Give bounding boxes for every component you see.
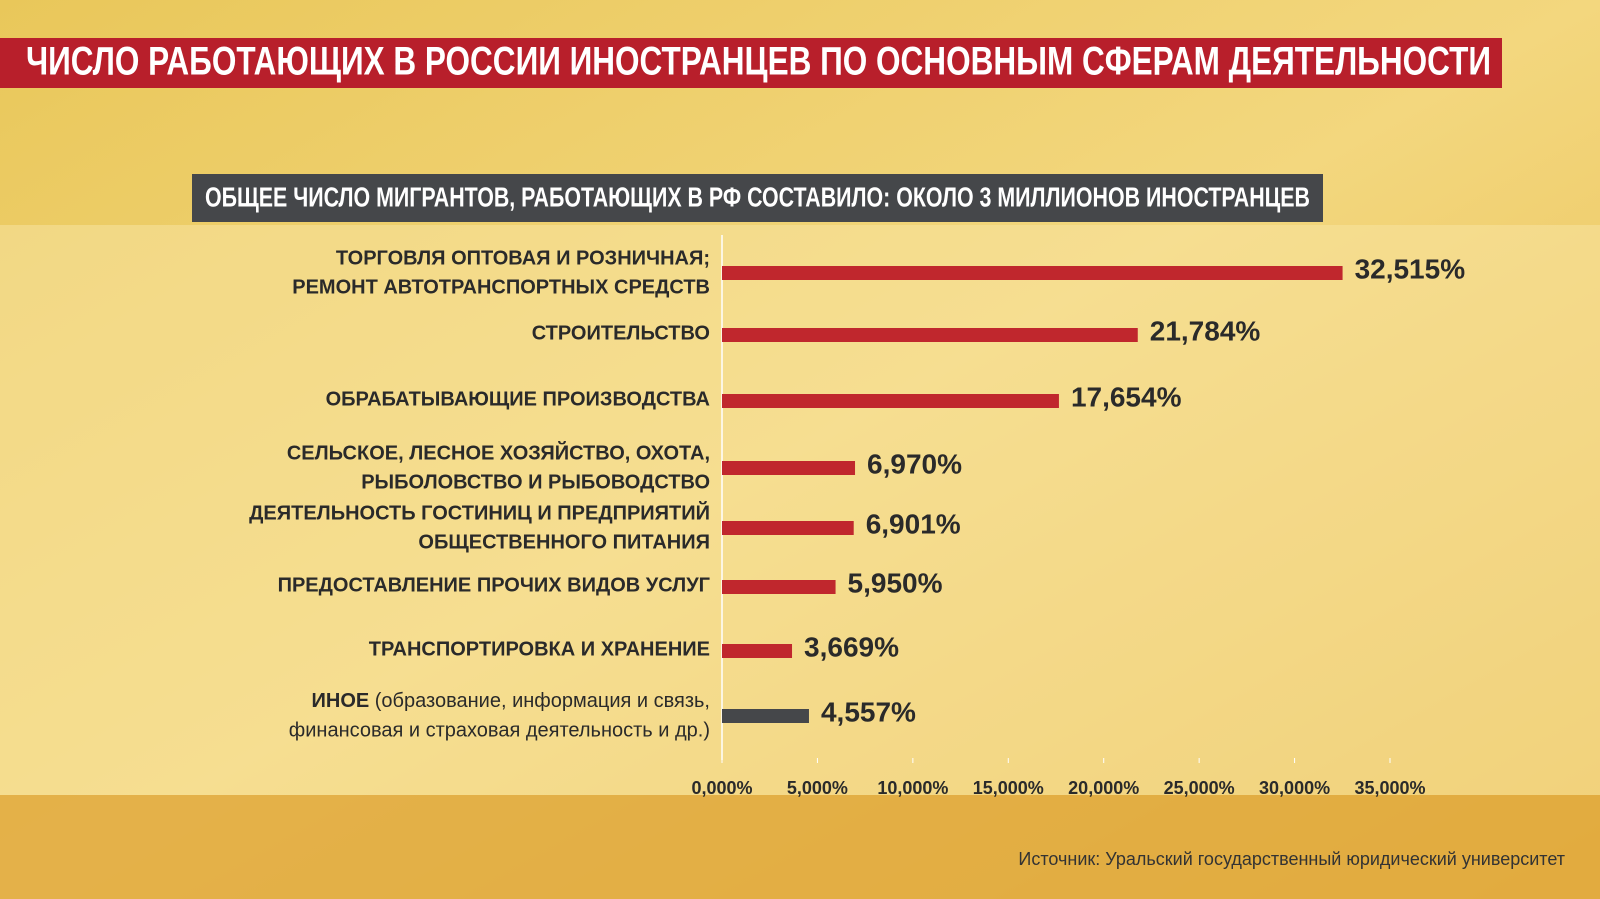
x-tick-label: 15,000% <box>973 778 1044 798</box>
bar <box>722 580 836 594</box>
category-label: ОБЩЕСТВЕННОГО ПИТАНИЯ <box>418 531 710 553</box>
category-label-part: ИНОЕ <box>312 690 370 712</box>
value-label: 4,557% <box>821 696 916 727</box>
title-band <box>0 38 1502 88</box>
category-label: СТРОИТЕЛЬСТВО <box>532 322 710 344</box>
panel <box>0 225 1600 795</box>
value-label: 5,950% <box>848 567 943 598</box>
value-label: 21,784% <box>1150 315 1261 346</box>
bar <box>722 394 1059 408</box>
category-label-part: (образование, информация и связь, <box>369 690 710 712</box>
category-label: ТРАНСПОРТИРОВКА И ХРАНЕНИЕ <box>369 638 710 660</box>
value-label: 6,901% <box>866 508 961 539</box>
subtitle: ОБЩЕЕ ЧИСЛО МИГРАНТОВ, РАБОТАЮЩИХ В РФ С… <box>205 181 1310 212</box>
x-tick-label: 20,000% <box>1068 778 1139 798</box>
category-label: РЫБОЛОВСТВО И РЫБОВОДСТВО <box>361 471 710 493</box>
bar <box>722 644 793 658</box>
category-label: ТОРГОВЛЯ ОПТОВАЯ И РОЗНИЧНАЯ; <box>336 247 710 269</box>
category-label: ПРЕДОСТАВЛЕНИЕ ПРОЧИХ ВИДОВ УСЛУГ <box>278 574 710 596</box>
value-label: 32,515% <box>1355 253 1466 284</box>
x-tick-label: 30,000% <box>1259 778 1330 798</box>
category-label: ИНОЕ (образование, информация и связь, <box>312 690 711 712</box>
category-label: РЕМОНТ АВТОТРАНСПОРТНЫХ СРЕДСТВ <box>292 276 710 298</box>
bar <box>722 328 1138 342</box>
value-label: 17,654% <box>1071 381 1182 412</box>
x-tick-label: 10,000% <box>877 778 948 798</box>
category-label: финансовая и страховая деятельность и др… <box>289 719 710 741</box>
footer-band <box>0 795 1600 899</box>
category-label: ДЕЯТЕЛЬНОСТЬ ГОСТИНИЦ И ПРЕДПРИЯТИЙ <box>249 500 710 524</box>
x-tick-label: 25,000% <box>1164 778 1235 798</box>
category-label: ОБРАБАТЫВАЮЩИЕ ПРОИЗВОДСТВА <box>326 388 710 410</box>
value-label: 3,669% <box>804 631 899 662</box>
value-label: 6,970% <box>867 448 962 479</box>
bar <box>722 709 809 723</box>
x-tick-label: 35,000% <box>1354 778 1425 798</box>
x-tick-label: 0,000% <box>691 778 752 798</box>
chart-title: ЧИСЛО РАБОТАЮЩИХ В РОССИИ ИНОСТРАНЦЕВ ПО… <box>26 40 1491 84</box>
category-label: СЕЛЬСКОЕ, ЛЕСНОЕ ХОЗЯЙСТВО, ОХОТА, <box>287 440 710 464</box>
bar <box>722 266 1343 280</box>
source: Источник: Уральский государственный юрид… <box>1018 849 1565 869</box>
x-tick-label: 5,000% <box>787 778 848 798</box>
subtitle-band <box>192 174 1323 222</box>
bar <box>722 521 854 535</box>
bar <box>722 461 856 475</box>
